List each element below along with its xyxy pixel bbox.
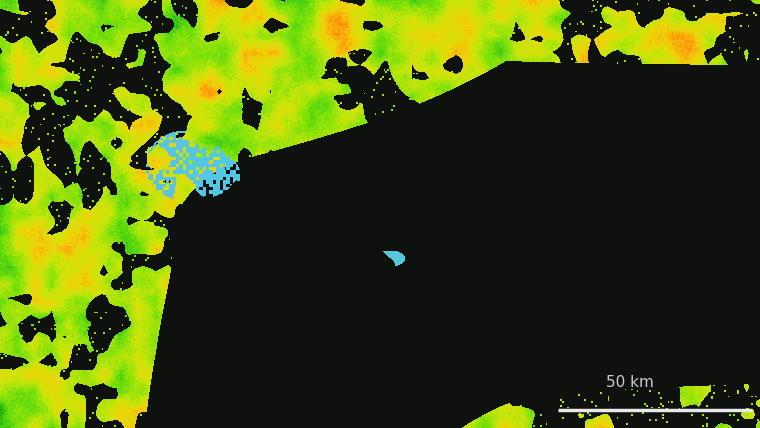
Text: 50 km: 50 km bbox=[606, 375, 654, 390]
